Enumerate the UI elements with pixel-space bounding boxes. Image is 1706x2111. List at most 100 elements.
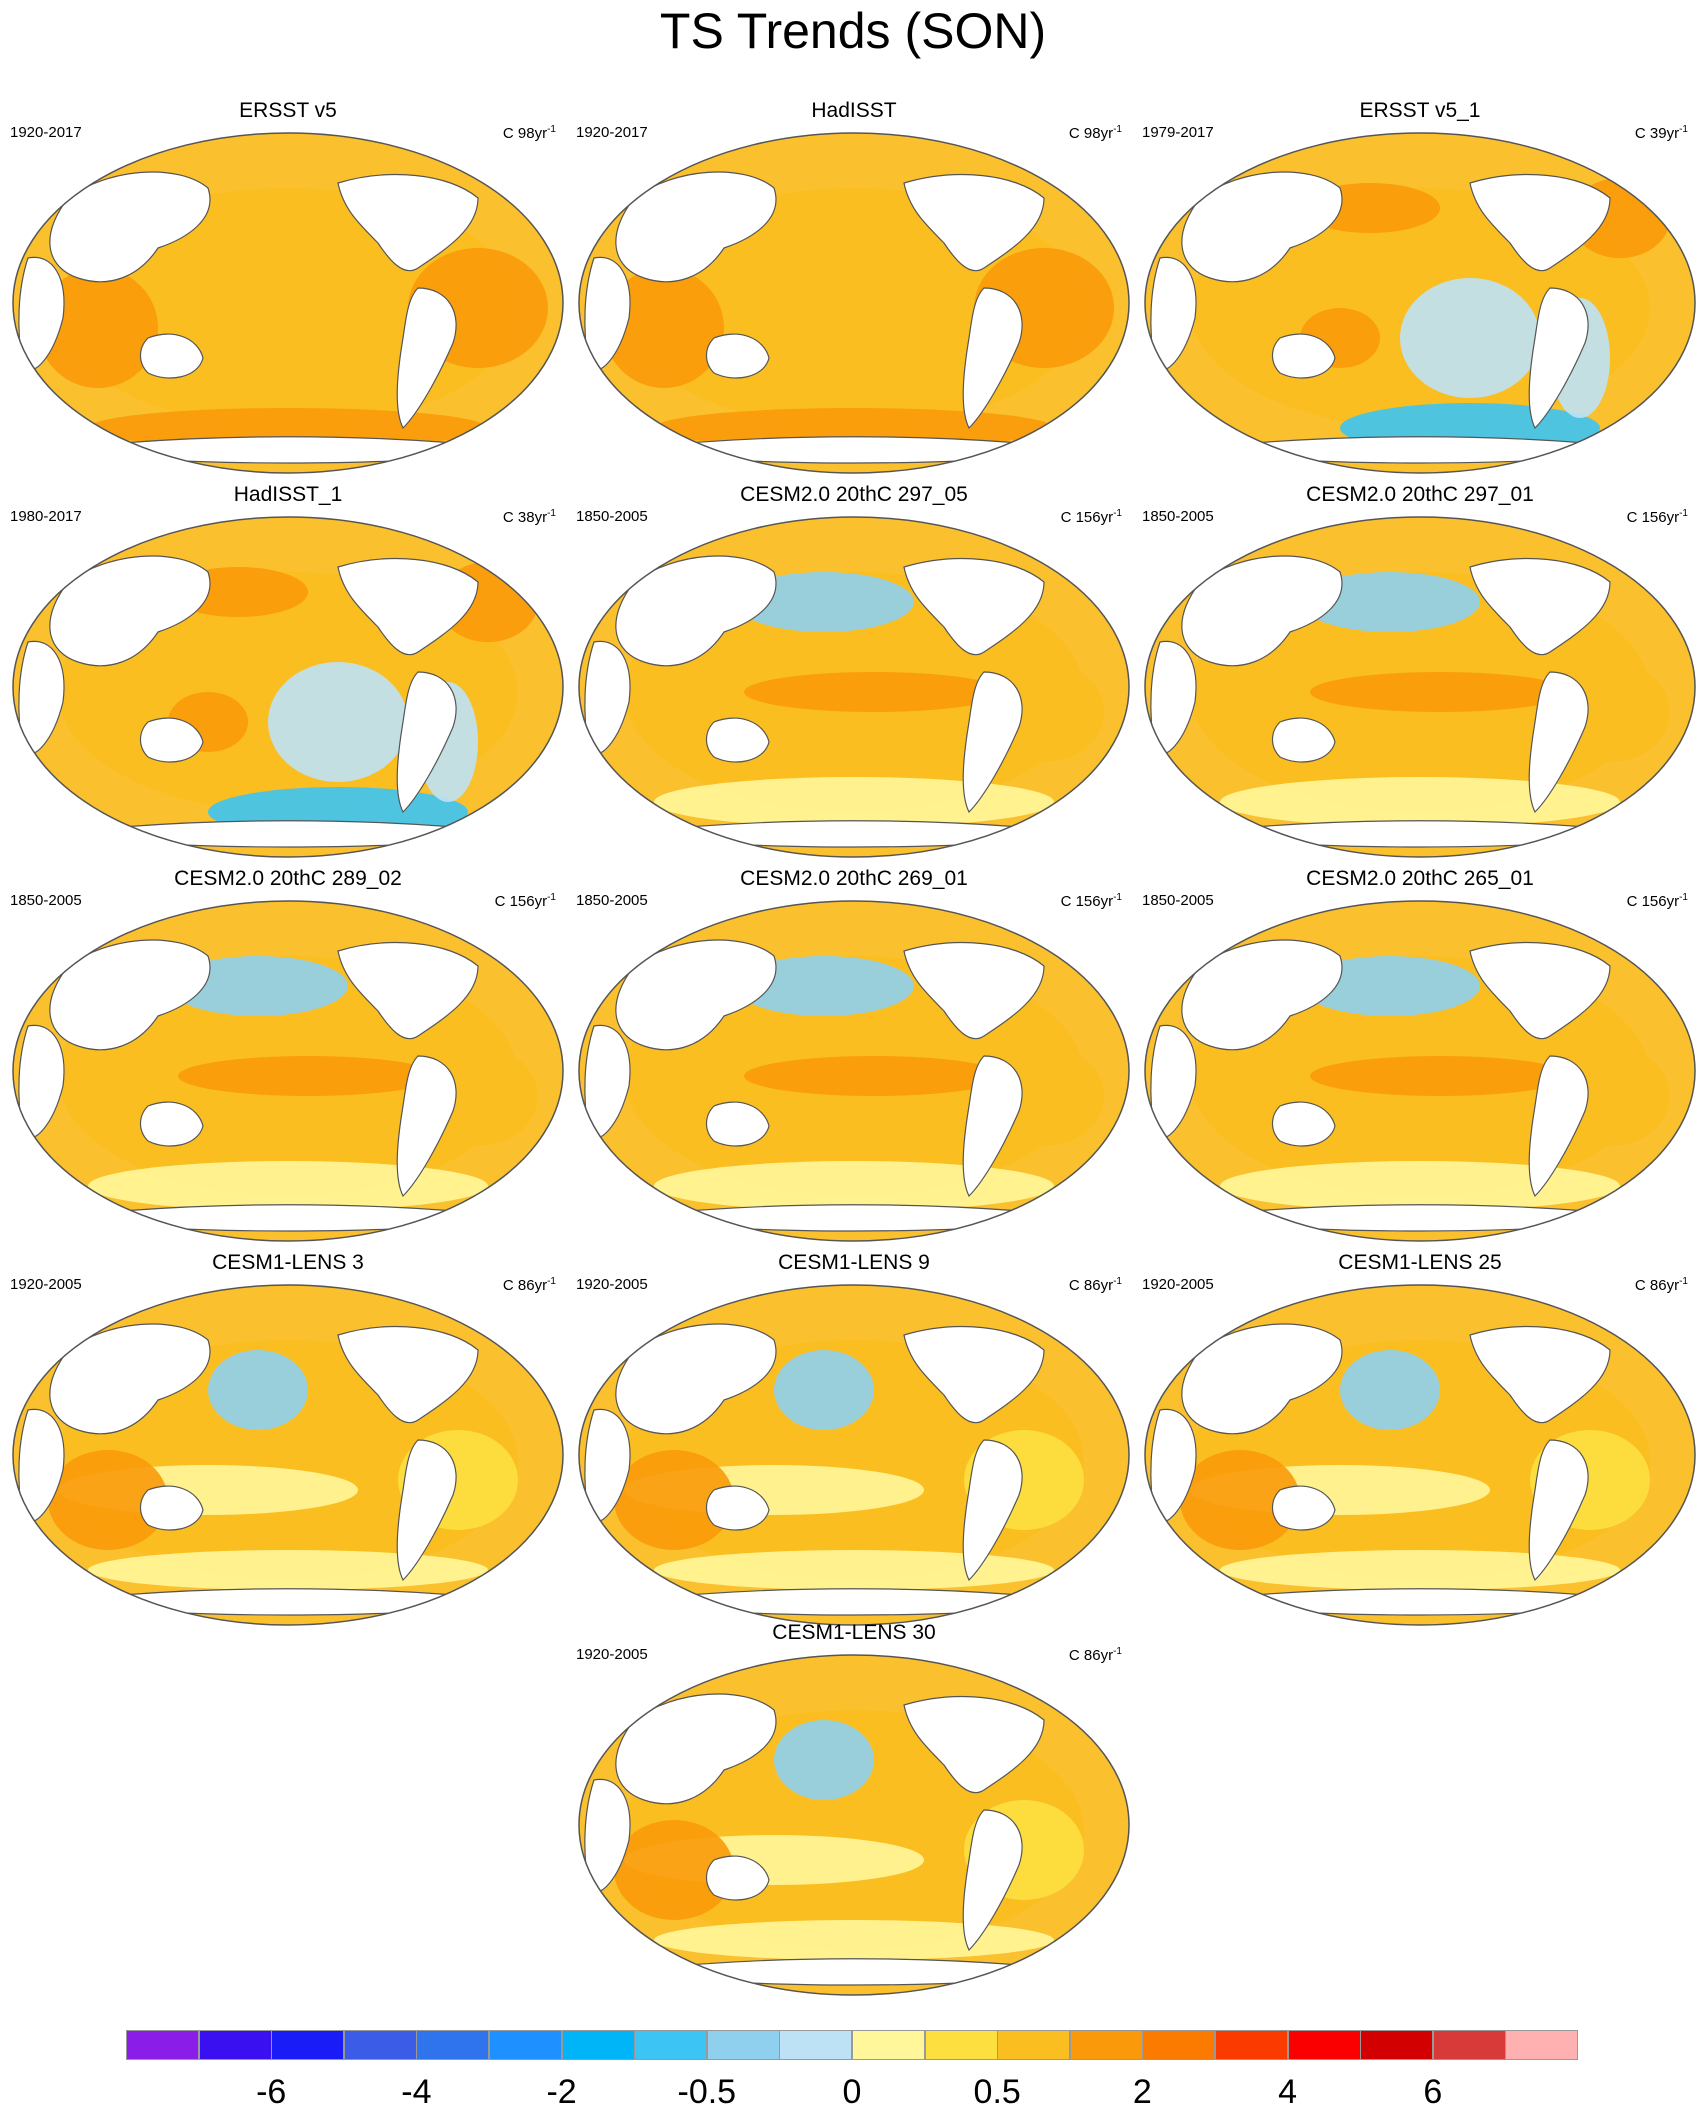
panel-units: C 86yr-1 [1069, 1273, 1122, 1295]
land-mass [1528, 671, 1589, 814]
map-projection [12, 516, 564, 858]
trend-anomaly-region [734, 956, 914, 1016]
trend-anomaly-region [1310, 1056, 1570, 1096]
panel-units: C 86yr-1 [503, 1273, 556, 1295]
panel-period: 1920-2005 [576, 1646, 648, 1663]
panel-title: CESM1-LENS 25 [1338, 1251, 1502, 1274]
map-panel: CESM2.0 20thC 297_05 1850-2005 C 156yr-1 [574, 482, 1134, 862]
colorbar-swatch [198, 2030, 272, 2060]
land-mass [903, 1695, 1045, 1794]
trend-anomaly-region [1220, 1161, 1620, 1211]
land-mass [705, 1855, 770, 1901]
land-mass [584, 256, 631, 372]
colorbar-swatch [343, 2030, 417, 2060]
land-mass [139, 717, 204, 763]
panel-title: CESM2.0 20thC 289_02 [174, 867, 402, 890]
panel-units: C 156yr-1 [1627, 889, 1688, 911]
colorbar-swatch [271, 2030, 345, 2060]
land-mass [1469, 173, 1611, 272]
panel-units-text: C 98yr [1068, 125, 1114, 142]
panel-period: 1920-2005 [10, 1276, 82, 1293]
trend-anomaly-region [774, 1350, 874, 1430]
trend-anomaly-region [268, 662, 408, 782]
panel-period: 1850-2005 [576, 892, 648, 909]
land-mass [1469, 1325, 1611, 1424]
panel-period: 1920-2005 [576, 1276, 648, 1293]
colorbar-label: 4 [1278, 2073, 1298, 2111]
panel-units-exponent: -1 [547, 124, 556, 135]
map-panel: CESM1-LENS 3 1920-2005 C 86yr-1 [8, 1250, 568, 1630]
map-outline [578, 900, 1130, 1242]
colorbar-swatch [852, 2030, 926, 2060]
panel-period: 1920-2017 [10, 124, 82, 141]
map-projection [1144, 132, 1696, 474]
panel-title: CESM1-LENS 9 [778, 1251, 930, 1274]
map-panel: ERSST v5 1920-2017 C 98yr-1 [8, 98, 568, 478]
panel-units-exponent: -1 [1679, 508, 1688, 519]
map-outline [1144, 1284, 1696, 1626]
land-mass [49, 171, 211, 283]
panel-units-exponent: -1 [1679, 1276, 1688, 1287]
land-mass [396, 1439, 457, 1582]
map-projection [578, 1654, 1130, 1996]
map-panel: CESM1-LENS 25 1920-2005 C 86yr-1 [1140, 1250, 1700, 1630]
map-outline [12, 900, 564, 1242]
land-mass [962, 1055, 1023, 1198]
panel-units-text: C 38yr [502, 509, 548, 526]
panel-title: ERSST v5_1 [1359, 99, 1481, 122]
panel-period: 1850-2005 [1142, 892, 1214, 909]
trend-anomaly-region [1340, 1350, 1440, 1430]
land-mass [962, 1439, 1023, 1582]
panel-period: 1920-2017 [576, 124, 648, 141]
trend-anomaly-region [654, 1550, 1054, 1590]
land-mass [1181, 555, 1343, 667]
panel-units: C 98yr-1 [1069, 121, 1122, 143]
land-mass [337, 1325, 479, 1424]
map-outline [578, 1284, 1130, 1626]
trend-anomaly-region [1300, 956, 1480, 1016]
land-mass [1271, 1485, 1336, 1531]
land-mass [49, 1323, 211, 1435]
land-mass [903, 941, 1045, 1040]
map-projection [1144, 516, 1696, 858]
land-mass [615, 1693, 777, 1805]
map-panel: CESM2.0 20thC 269_01 1850-2005 C 156yr-1 [574, 866, 1134, 1246]
trend-anomaly-region [744, 1056, 1004, 1096]
land-mass [1528, 1055, 1589, 1198]
map-projection [578, 1284, 1130, 1626]
trend-anomaly-region [614, 1820, 734, 1920]
land-mass [1271, 333, 1336, 379]
trend-anomaly-region [88, 408, 488, 448]
map-outline [12, 132, 564, 474]
land-mass [18, 1408, 65, 1524]
colorbar-swatch [1287, 2030, 1361, 2060]
land-mass [615, 171, 777, 283]
map-panel: CESM2.0 20thC 265_01 1850-2005 C 156yr-1 [1140, 866, 1700, 1246]
colorbar-label: 6 [1423, 2073, 1443, 2111]
colorbar-swatch [1432, 2030, 1506, 2060]
panel-units: C 156yr-1 [1061, 889, 1122, 911]
land-mass [1150, 1024, 1197, 1140]
trend-anomaly-region [168, 308, 408, 408]
land-mass [903, 557, 1045, 656]
land-mass [962, 671, 1023, 814]
panel-period: 1850-2005 [10, 892, 82, 909]
trend-anomaly-region [774, 1720, 874, 1800]
panel-units: C 156yr-1 [1627, 505, 1688, 527]
map-panel: CESM2.0 20thC 297_01 1850-2005 C 156yr-1 [1140, 482, 1700, 862]
colorbar-swatch [997, 2030, 1071, 2060]
panel-title: HadISST_1 [233, 483, 343, 506]
colorbar-swatch [1069, 2030, 1143, 2060]
panel-period: 1980-2017 [10, 508, 82, 525]
colorbar-label: 2 [1132, 2073, 1152, 2111]
trend-anomaly-region [734, 572, 914, 632]
land-mass [396, 287, 457, 430]
trend-anomaly-region [88, 1550, 488, 1590]
trend-anomaly-region [654, 408, 1054, 448]
trend-anomaly-region [88, 1161, 488, 1211]
panel-title: HadISST [811, 99, 897, 122]
land-mass [1469, 941, 1611, 1040]
trend-anomaly-region [1220, 1550, 1620, 1590]
map-projection [578, 516, 1130, 858]
land-mass [1271, 1101, 1336, 1147]
